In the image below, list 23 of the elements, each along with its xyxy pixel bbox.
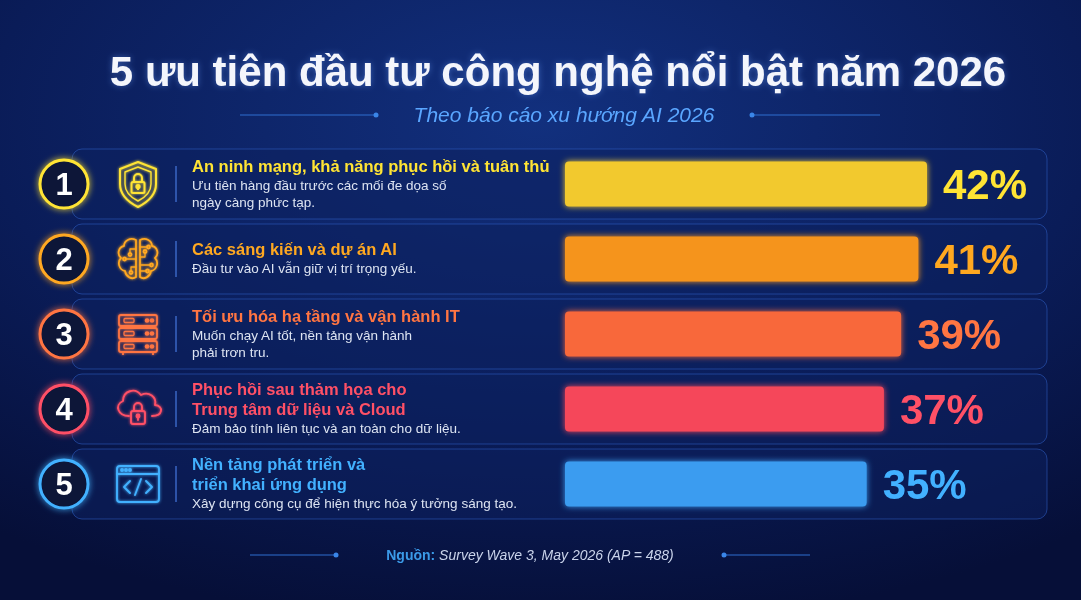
data-label: 41% [934,236,1019,283]
text: 1 [55,167,73,202]
chart-title: 5 ưu tiên đầu tư công nghệ nổi bật năm 2026 [109,48,1007,95]
data-label: 37% [899,386,984,433]
text: 4 [55,392,74,427]
text: Nguồn: Survey Wave 3, May 2026 (AP = 488) [386,547,674,563]
text: Muốn chạy AI tốt, nền tảng vận hành phải trơn tru. [192,327,412,360]
chart-subtitle: Theo báo cáo xu hướng AI 2026 [413,103,715,126]
data-label: 35% [882,461,967,508]
text: Đầu tư vào AI vẫn giữ vị trí trọng yếu. [192,261,417,277]
text: 2 [55,242,73,277]
text: Đảm bảo tính liên tục và an toàn cho dữ liệu. [192,421,461,437]
text: Xây dựng công cụ để hiện thực hóa ý tưởng sáng tạo. [192,496,517,512]
y-tick-label: Phục hồi sau thảm họa cho Trung tâm dữ liệu và Cloud [192,380,407,419]
data-label: 42% [943,161,1028,208]
y-tick-label: Tối ưu hóa hạ tầng và vận hành IT [192,306,460,325]
text: Ưu tiên hàng đầu trước các mối đe dọa số ngày càng phức tạp. [192,177,448,210]
text: 3 [55,317,73,352]
data-label: 39% [917,311,1002,358]
y-tick-label: Các sáng kiến và dự án AI [192,240,397,259]
text: 5 [55,467,73,502]
y-tick-label: An ninh mạng, khả năng phục hồi và tuân thủ [192,156,550,175]
y-tick-label: Nền tảng phát triển và triển khai ứng dụng [192,455,367,494]
